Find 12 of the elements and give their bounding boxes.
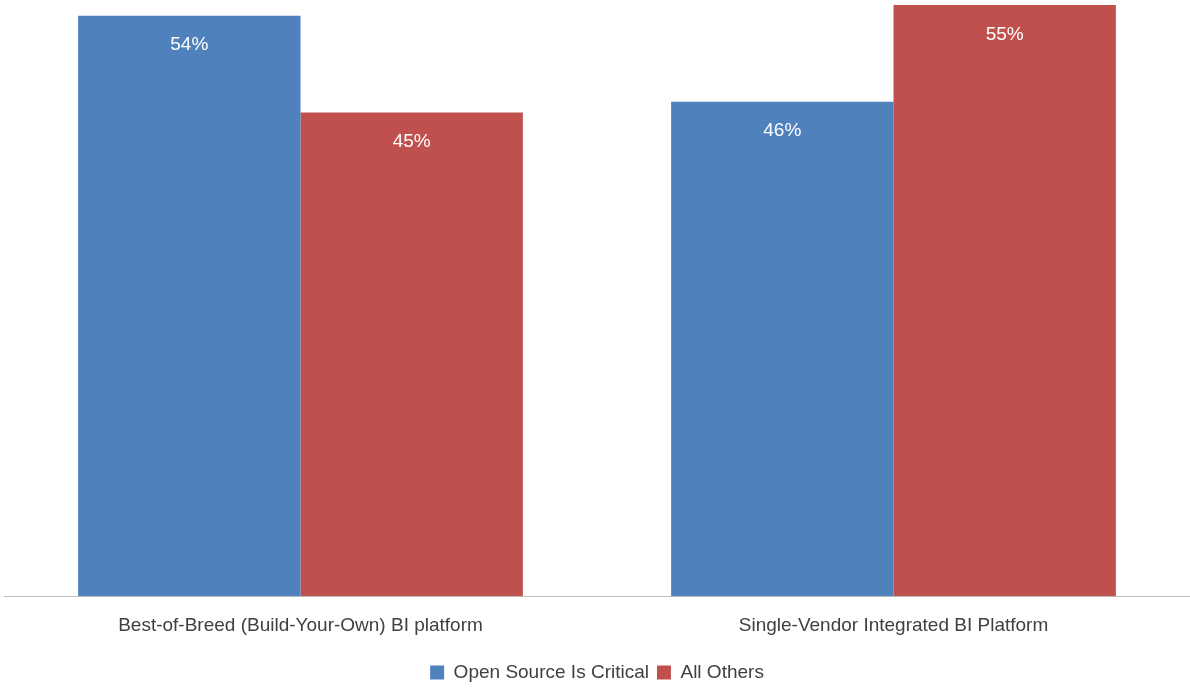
data-label: 54% bbox=[170, 33, 209, 55]
x-tick-label: Single-Vendor Integrated BI Platform bbox=[738, 613, 1049, 635]
x-tick-label: Best-of-Breed (Build-Your-Own) BI platform bbox=[118, 613, 483, 635]
data-label: 46% bbox=[763, 119, 802, 141]
legend-label: All Others bbox=[680, 660, 764, 682]
bar bbox=[78, 15, 301, 597]
bar bbox=[300, 112, 523, 597]
bar bbox=[671, 101, 894, 597]
bar bbox=[893, 5, 1116, 597]
legend-label: Open Source Is Critical bbox=[453, 660, 649, 682]
data-label: 55% bbox=[985, 22, 1024, 44]
data-label: 45% bbox=[392, 130, 431, 152]
